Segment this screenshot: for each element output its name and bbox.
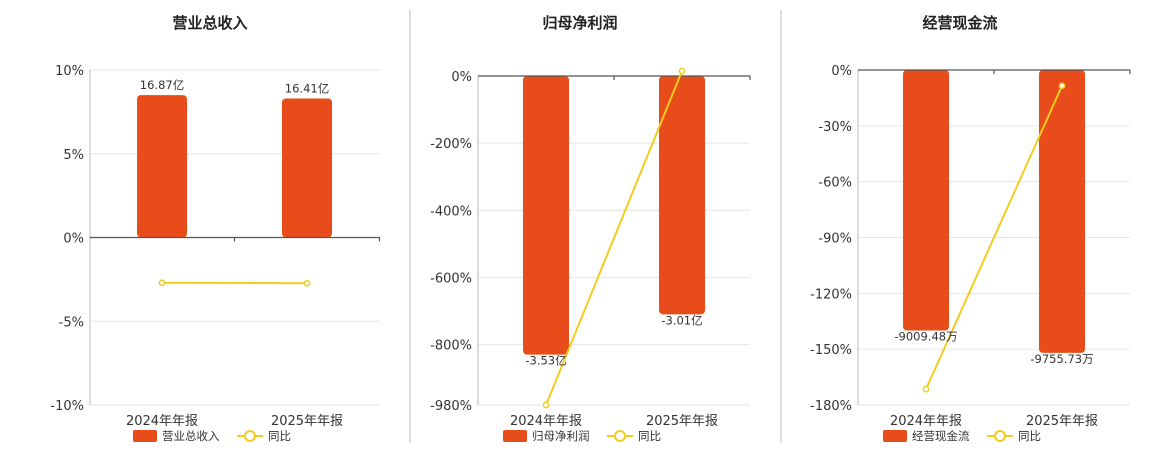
- bar-value-label: -3.53亿: [525, 354, 566, 368]
- bar: [659, 76, 705, 315]
- yoy-line: [545, 70, 683, 406]
- bar: [1039, 70, 1085, 353]
- y-tick-label: -5%: [59, 315, 84, 330]
- legend-bar-swatch: [883, 430, 907, 442]
- y-tick-label: -30%: [818, 120, 852, 135]
- x-category-label: 2025年年报: [646, 414, 718, 429]
- y-tick-label: -600%: [430, 271, 472, 286]
- y-tick-label: -90%: [818, 232, 852, 247]
- x-category-label: 2025年年报: [271, 414, 343, 429]
- y-tick-label: -980%: [430, 399, 472, 414]
- legend-bar-swatch: [503, 430, 527, 442]
- bar: [282, 98, 332, 238]
- legend-line-marker: [244, 430, 256, 442]
- legend-line-label: 同比: [638, 429, 661, 443]
- chart-title: 营业总收入: [172, 14, 247, 32]
- legend-line-marker: [614, 430, 626, 442]
- y-tick-label: -60%: [818, 176, 852, 191]
- bar-value-label: -9755.73万: [1030, 352, 1093, 366]
- bar-value-label: 16.87亿: [140, 78, 184, 92]
- legend-line-label: 同比: [268, 429, 291, 443]
- y-tick-label: -120%: [810, 287, 852, 302]
- y-tick-label: 0%: [63, 232, 84, 247]
- yoy-point: [678, 67, 686, 75]
- x-category-label: 2024年年报: [510, 414, 582, 429]
- legend-bar-swatch: [133, 430, 157, 442]
- y-tick-label: -800%: [430, 339, 472, 354]
- yoy-point: [1058, 82, 1066, 90]
- x-category-label: 2024年年报: [890, 414, 962, 429]
- yoy-point: [158, 279, 166, 287]
- yoy-point: [542, 401, 550, 409]
- y-tick-label: 5%: [63, 148, 84, 163]
- y-tick-label: 10%: [55, 64, 84, 79]
- yoy-line: [161, 281, 308, 285]
- bar: [137, 95, 187, 238]
- legend-bar-label: 营业总收入: [162, 429, 220, 443]
- legend-line-label: 同比: [1018, 429, 1041, 443]
- chart-title: 经营现金流: [922, 14, 997, 32]
- y-tick-label: -180%: [810, 399, 852, 414]
- y-tick-label: -400%: [430, 204, 472, 219]
- legend-bar-label: 经营现金流: [912, 429, 970, 443]
- bar-value-label: -3.01亿: [661, 313, 702, 327]
- y-tick-label: -200%: [430, 137, 472, 152]
- yoy-point: [303, 279, 311, 287]
- bar-value-label: 16.41亿: [285, 81, 329, 95]
- bar: [903, 70, 949, 331]
- chart-title: 归母净利润: [542, 14, 617, 32]
- y-tick-label: -150%: [810, 343, 852, 358]
- y-tick-label: 0%: [451, 70, 472, 85]
- y-tick-label: 0%: [831, 64, 852, 79]
- legend-bar-label: 归母净利润: [532, 429, 590, 443]
- yoy-line: [925, 85, 1063, 390]
- x-category-label: 2024年年报: [126, 414, 198, 429]
- bar: [523, 76, 569, 355]
- y-tick-label: -10%: [50, 399, 84, 414]
- bar-value-label: -9009.48万: [894, 330, 957, 344]
- legend-line-marker: [994, 430, 1006, 442]
- x-category-label: 2025年年报: [1026, 414, 1098, 429]
- yoy-point: [922, 385, 930, 393]
